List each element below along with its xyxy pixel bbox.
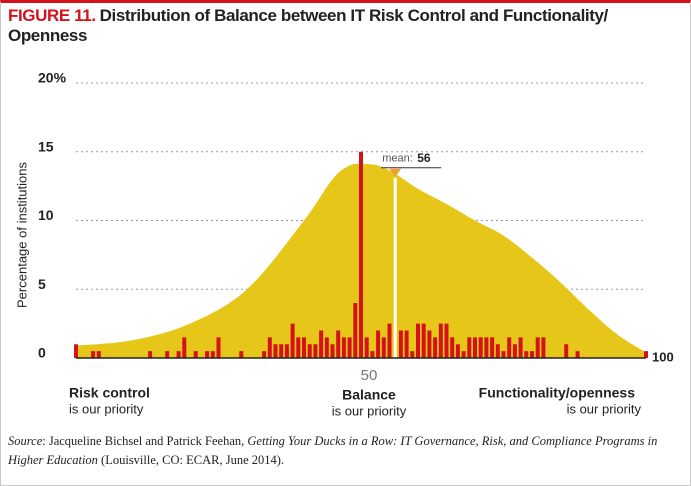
- bar: [376, 330, 381, 358]
- bar: [302, 337, 306, 358]
- chart-title: Distribution of Balance between IT Risk …: [8, 6, 608, 45]
- bar: [495, 344, 500, 358]
- bar: [74, 344, 78, 358]
- bar: [450, 337, 455, 358]
- source-note: Source: Jacqueline Bichsel and Patrick F…: [8, 432, 668, 470]
- bar: [490, 337, 495, 358]
- source-label: Source: [8, 434, 43, 448]
- bar: [96, 351, 101, 358]
- bar: [444, 323, 449, 358]
- bar: [535, 337, 540, 358]
- bar: [148, 351, 153, 358]
- bar: [501, 351, 506, 358]
- bar: [336, 330, 341, 358]
- bar: [438, 323, 443, 358]
- bar: [387, 323, 392, 358]
- mean-pointer: [389, 168, 402, 177]
- bar: [644, 351, 648, 358]
- figure-label: FIGURE 11.: [8, 6, 96, 25]
- bar: [461, 351, 466, 358]
- y-axis-label: Percentage of institutions: [14, 162, 29, 308]
- bar: [507, 337, 512, 358]
- bar: [398, 330, 403, 358]
- bar: [484, 337, 489, 358]
- y-tick-label: 10: [38, 207, 54, 223]
- bar: [279, 344, 284, 358]
- bar: [176, 351, 181, 358]
- end-label-subtitle: is our priority: [567, 401, 642, 416]
- bar: [416, 323, 420, 358]
- bar: [404, 330, 409, 358]
- source-tail: (Louisville, CO: ECAR, June 2014).: [97, 453, 285, 467]
- bar: [313, 344, 318, 358]
- end-label-title: Risk control: [69, 385, 150, 401]
- bar: [410, 351, 415, 358]
- bar: [478, 337, 483, 358]
- y-tick-label: 15: [38, 138, 54, 154]
- source-title: Getting Your Ducks in a Row: IT Governan…: [8, 434, 658, 467]
- figure-heading: FIGURE 11. Distribution of Balance betwee…: [8, 6, 684, 46]
- bar: [364, 337, 369, 358]
- y-tick-label: 5: [38, 276, 46, 292]
- bar: [290, 323, 295, 358]
- bar: [319, 330, 324, 358]
- bar: [284, 344, 289, 358]
- bar: [433, 337, 438, 358]
- source-text: : Jacqueline Bichsel and Patrick Feehan,: [42, 434, 248, 448]
- bar: [575, 351, 580, 358]
- bar: [421, 323, 426, 358]
- bar: [216, 337, 221, 358]
- bar: [524, 351, 529, 358]
- y-tick-label: 20%: [38, 70, 67, 86]
- bar: [427, 330, 432, 358]
- bar: [370, 351, 375, 358]
- bar: [330, 344, 335, 358]
- bar: [541, 337, 546, 358]
- bar: [512, 344, 517, 358]
- x-tick-label: 100: [652, 349, 674, 364]
- bar: [273, 344, 278, 358]
- y-tick-label: 0: [38, 345, 46, 361]
- bar: [359, 151, 363, 358]
- bar: [473, 337, 477, 358]
- bar: [91, 351, 96, 358]
- bar: [205, 351, 210, 358]
- bar: [518, 337, 523, 358]
- end-label-subtitle: is our priority: [332, 403, 407, 418]
- end-label-title: Balance: [342, 387, 396, 403]
- mean-label: mean:: [382, 153, 413, 165]
- bar: [381, 337, 386, 358]
- bar: [210, 351, 215, 358]
- end-label-title: Functionality/openness: [479, 385, 636, 401]
- bar: [467, 337, 472, 358]
- bar: [564, 344, 569, 358]
- bar: [182, 337, 187, 358]
- end-label-subtitle: is our priority: [69, 401, 144, 416]
- bar: [296, 337, 301, 358]
- x-tick-label: 50: [361, 367, 378, 384]
- bar: [267, 337, 272, 358]
- mean-value: 56: [417, 151, 431, 165]
- bar: [262, 351, 267, 358]
- bar: [307, 344, 312, 358]
- bar: [347, 337, 352, 358]
- bar: [455, 344, 460, 358]
- bar: [324, 337, 329, 358]
- bar: [341, 337, 346, 358]
- bar: [193, 351, 198, 358]
- bar: [239, 351, 244, 358]
- bar: [530, 351, 534, 358]
- bar: [165, 351, 170, 358]
- bar: [353, 303, 358, 358]
